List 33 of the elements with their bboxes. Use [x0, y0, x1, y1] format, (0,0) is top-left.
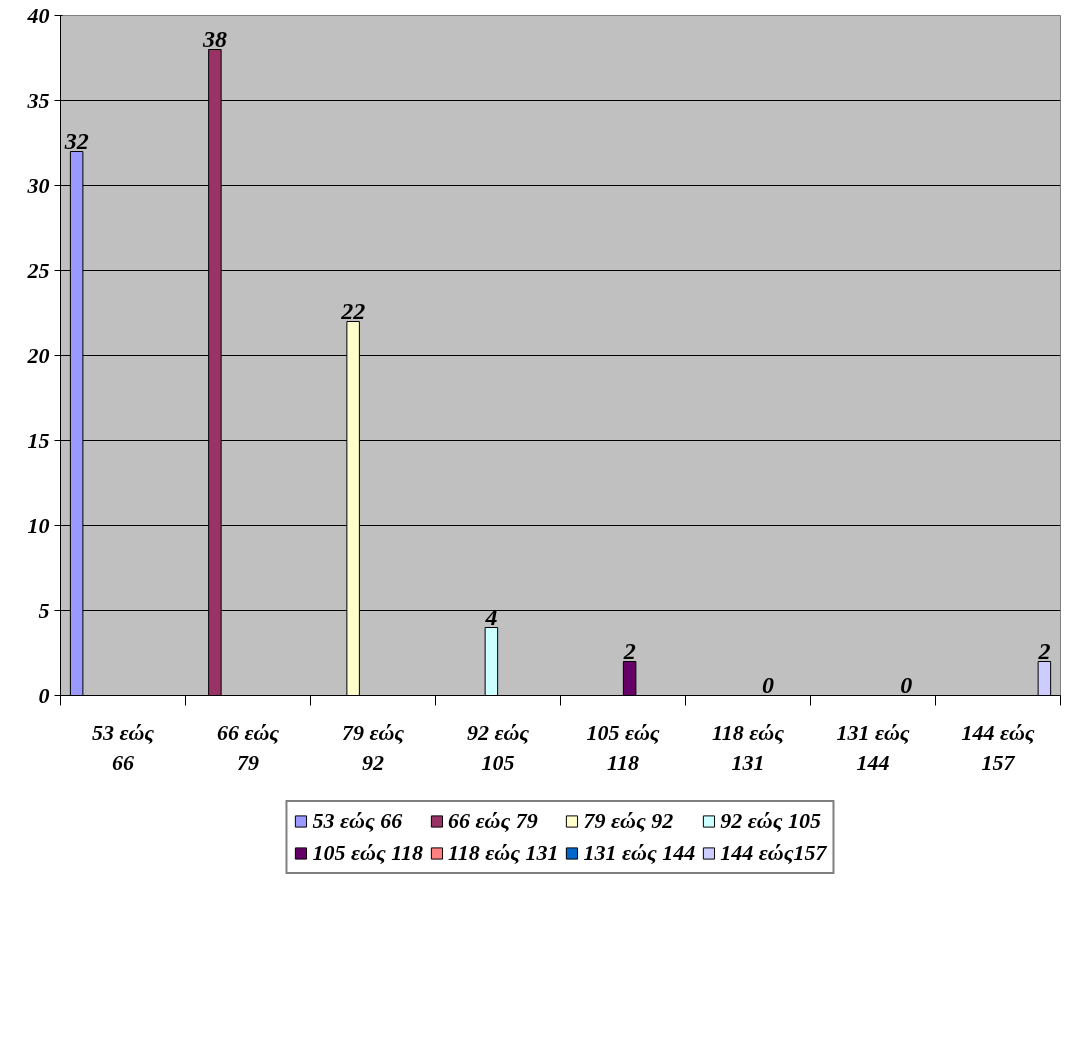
- data-label: 0: [761, 671, 774, 698]
- x-tick-label: 131 εώς 144: [836, 719, 910, 775]
- legend-label: 66 εώς 79: [448, 808, 538, 834]
- data-label: 32: [63, 127, 89, 154]
- legend-label: 118 εώς 131: [448, 840, 559, 866]
- y-tick-label: 15: [27, 427, 50, 453]
- y-tick-label: 30: [26, 172, 50, 198]
- x-tick-label: 144 εώς 157: [961, 719, 1035, 775]
- legend-label: 92 εώς 105: [720, 808, 822, 834]
- y-tick-label: 0: [38, 682, 50, 708]
- x-tick-label: 66 εώς 79: [216, 719, 280, 775]
- x-tick-label: 53 εώς 66: [91, 719, 155, 775]
- y-tick-label: 20: [26, 342, 50, 368]
- data-label: 38: [201, 25, 227, 52]
- x-tick-label: 105 εώς 118: [586, 719, 660, 775]
- y-tick-label: 25: [26, 257, 50, 283]
- legend-label: 144 εώς157: [720, 840, 827, 866]
- legend-label: 53 εώς 66: [312, 808, 403, 834]
- x-tick-label: 79 εώς 92: [341, 719, 405, 775]
- legend-label: 79 εώς 92: [583, 808, 674, 834]
- x-tick-label: 92 εώς 105: [466, 719, 530, 775]
- y-tick-label: 5: [38, 597, 50, 623]
- y-tick-label: 40: [26, 2, 50, 28]
- y-tick-label: 35: [26, 87, 50, 113]
- data-label: 22: [340, 297, 366, 324]
- legend-label: 131 εώς 144: [583, 840, 696, 866]
- data-label: 4: [484, 603, 498, 630]
- legend-label: 105 εώς 118: [312, 840, 423, 866]
- y-tick-label: 10: [27, 512, 50, 538]
- x-tick-label: 118 εώς 131: [711, 719, 785, 775]
- data-label: 2: [622, 637, 636, 664]
- data-label: 0: [900, 671, 913, 698]
- data-label: 2: [1037, 637, 1051, 664]
